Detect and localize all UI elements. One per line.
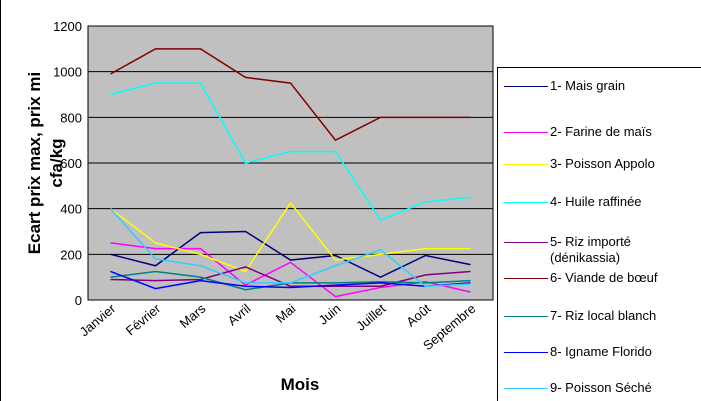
y-tick-label: 600	[60, 156, 82, 171]
y-axis-title: cfa/kg	[47, 138, 66, 187]
legend-swatch	[504, 132, 548, 133]
legend-swatch	[504, 278, 548, 279]
legend-swatch	[504, 316, 548, 317]
legend-swatch	[504, 86, 548, 87]
legend-label: 8- Igname Florido	[550, 344, 652, 359]
y-tick-label: 200	[60, 247, 82, 262]
y-tick-label: 400	[60, 202, 82, 217]
series-line	[110, 242, 471, 298]
legend-swatch	[504, 202, 548, 203]
legend-swatch	[504, 352, 548, 353]
legend-label: 5- Riz importé (dénikassia)	[550, 234, 631, 265]
legend-label: 7- Riz local blanch	[550, 308, 657, 323]
legend-label: 2- Farine de maïs	[550, 124, 652, 139]
x-tick-label: Juillet	[353, 301, 388, 334]
series-line	[110, 201, 471, 273]
y-tick-label: 1200	[53, 19, 82, 34]
legend-swatch	[504, 388, 548, 389]
x-tick-label: Avril	[225, 301, 254, 329]
y-axis-title: Ecart prix max, prix mi	[25, 72, 44, 254]
series-line	[110, 48, 471, 142]
legend-label: 4- Huile raffinée	[550, 194, 642, 209]
x-axis-title: Mois	[281, 375, 320, 394]
y-tick-label: 0	[75, 293, 82, 308]
y-tick-label: 800	[60, 110, 82, 125]
x-tick-label: Mars	[177, 300, 209, 330]
legend: 1- Mais grain 2- Farine de maïs 3- Poisson…	[497, 67, 701, 401]
legend-label: 1- Mais grain	[550, 78, 626, 93]
x-tick-label: Août	[403, 301, 433, 330]
legend-swatch	[504, 164, 548, 165]
series-line	[110, 266, 471, 288]
legend-label: 3- Poisson Appolo	[550, 156, 655, 171]
legend-label: 6- Viande de bœuf	[550, 270, 658, 285]
x-tick-label: Février	[123, 300, 164, 338]
series-line	[109, 208, 471, 288]
x-tick-label: Janvier	[77, 300, 119, 339]
series-line	[110, 230, 471, 278]
y-tick-label: 1000	[53, 65, 82, 80]
legend-label: 9- Poisson Séché	[550, 380, 652, 395]
x-tick-label: Juin	[316, 301, 344, 328]
series-line	[110, 82, 471, 222]
x-tick-label: Mai	[273, 301, 299, 326]
legend-swatch	[504, 242, 548, 243]
series-line	[110, 270, 471, 290]
